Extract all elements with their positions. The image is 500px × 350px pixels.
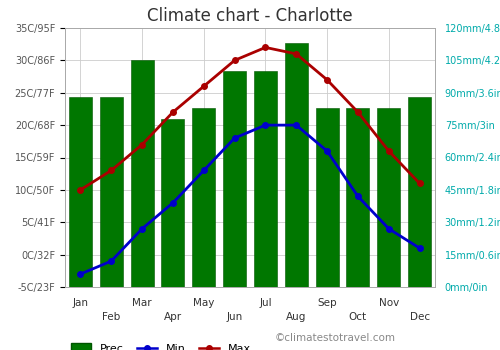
Bar xyxy=(130,60,154,287)
Text: Jul: Jul xyxy=(259,298,272,308)
Bar xyxy=(100,97,123,287)
Bar xyxy=(346,108,370,287)
Text: Jan: Jan xyxy=(72,298,88,308)
Text: Jun: Jun xyxy=(226,312,242,322)
Text: Nov: Nov xyxy=(378,298,399,308)
Bar xyxy=(408,97,431,287)
Text: Sep: Sep xyxy=(318,298,337,308)
Text: Mar: Mar xyxy=(132,298,152,308)
Bar xyxy=(162,119,184,287)
Bar xyxy=(69,97,92,287)
Legend: Prec, Min, Max: Prec, Min, Max xyxy=(70,343,251,350)
Text: Feb: Feb xyxy=(102,312,120,322)
Bar xyxy=(316,108,338,287)
Bar xyxy=(223,71,246,287)
Bar xyxy=(254,71,277,287)
Text: ©climatestotravel.com: ©climatestotravel.com xyxy=(275,333,396,343)
Text: Oct: Oct xyxy=(349,312,367,322)
Text: Dec: Dec xyxy=(410,312,430,322)
Text: Aug: Aug xyxy=(286,312,306,322)
Text: Apr: Apr xyxy=(164,312,182,322)
Bar xyxy=(192,108,216,287)
Title: Climate chart - Charlotte: Climate chart - Charlotte xyxy=(147,7,353,25)
Text: May: May xyxy=(193,298,214,308)
Bar xyxy=(284,43,308,287)
Bar xyxy=(377,108,400,287)
